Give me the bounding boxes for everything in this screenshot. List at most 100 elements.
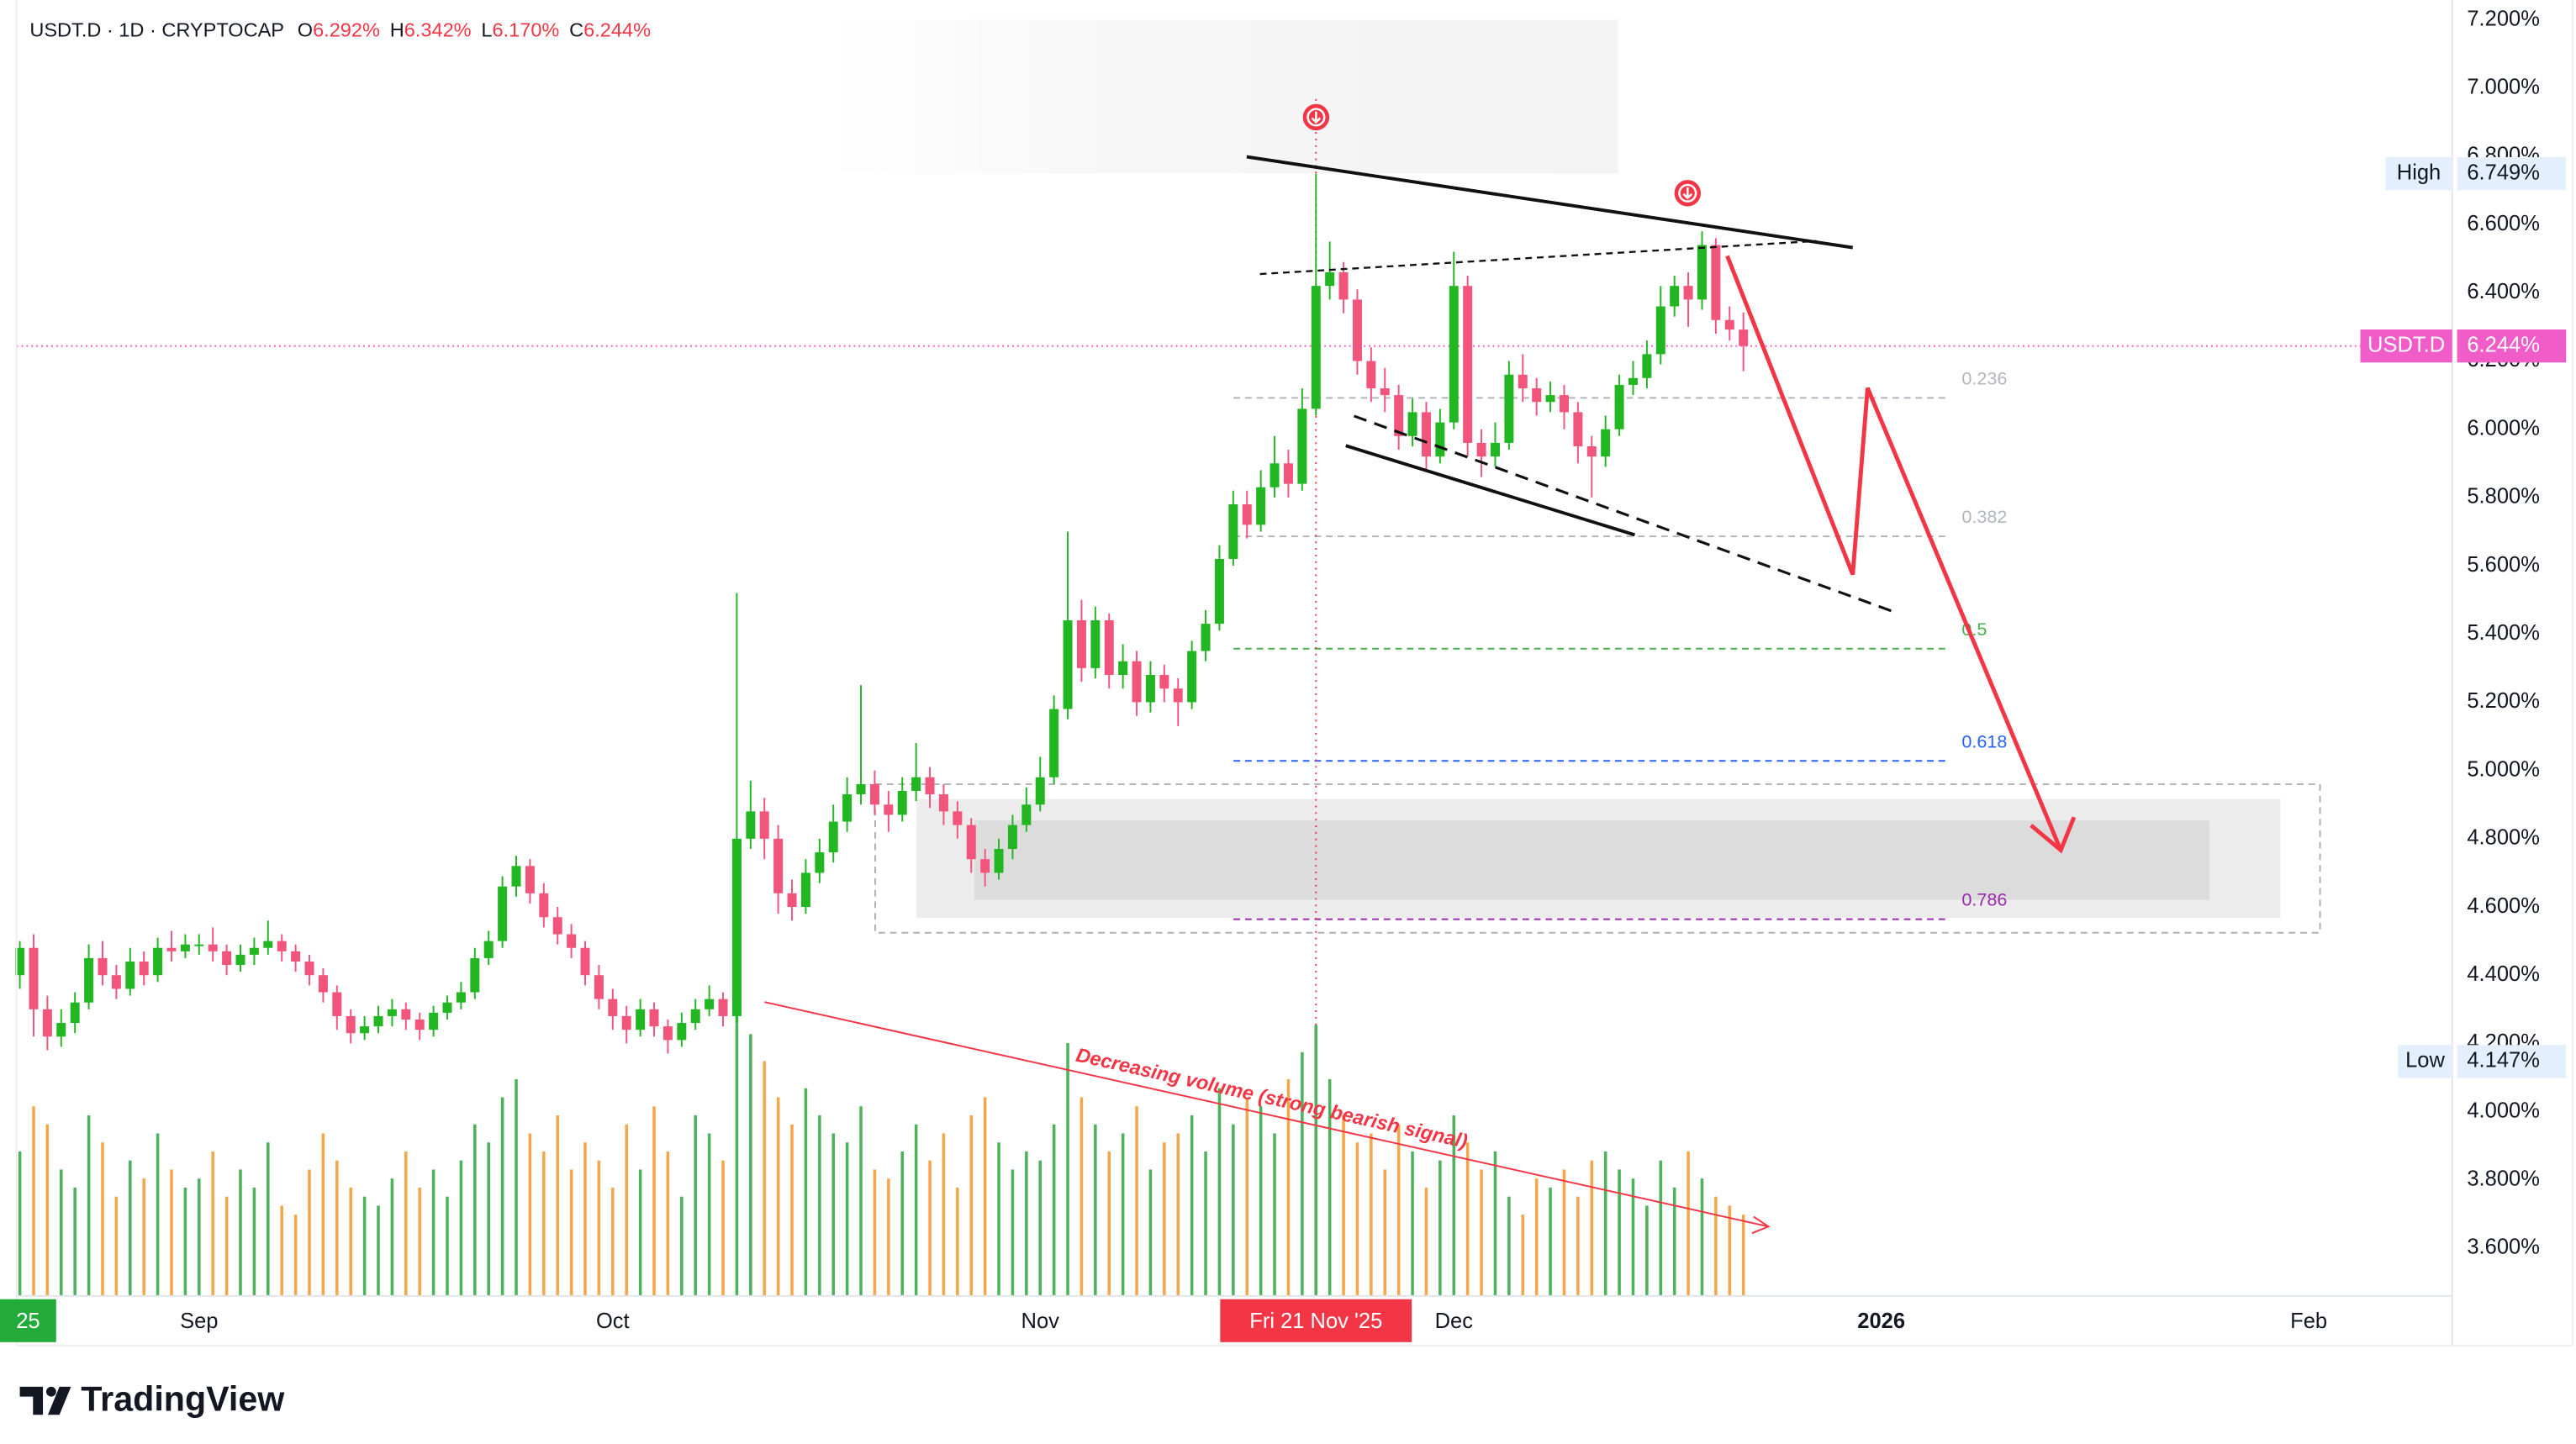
volume-bar [1011,1169,1015,1296]
x-tick-label: Sep [180,1310,218,1333]
candle-body [636,1009,646,1030]
candle-body [249,947,259,955]
date-box [0,1299,56,1342]
x-tick-label: Oct [596,1310,630,1333]
volume-bar [652,1106,656,1296]
volume-bar [804,1088,808,1296]
volume-bar [1645,1205,1649,1296]
candle-body [166,947,177,951]
volume-bar [1204,1151,1207,1296]
volume-bar [887,1178,890,1296]
volume-bar [1052,1124,1056,1296]
volume-bar [404,1151,408,1296]
volume-bar [1672,1187,1676,1296]
volume-bar [1521,1215,1525,1296]
candle-body [1214,558,1224,625]
volume-bar [1217,1088,1222,1296]
volume-bar [1590,1160,1594,1296]
candle-body [1270,463,1280,487]
candle-body [42,1009,52,1037]
candle-body [1421,412,1431,457]
candle-body [291,951,301,962]
volume-bar [1094,1124,1097,1296]
candle-body [1021,804,1032,825]
volume-bar [1245,1097,1249,1296]
volume-bar [597,1160,601,1296]
candle-body [429,1012,439,1030]
volume-bar [1659,1160,1663,1296]
candle-body [869,783,879,805]
volume-bar [1549,1187,1552,1296]
volume-bar [1370,1133,1373,1296]
volume-bar [362,1196,367,1296]
volume-bar [515,1079,518,1296]
price-value: 6.244% [2467,333,2540,356]
x-tick-label: Feb [2290,1310,2327,1333]
candle-body [1187,651,1197,703]
candle-body [1297,408,1307,484]
legend-header: USDT.D · 1D · CRYPTOCAP O6.292% H6.342% L6.… [19,13,697,50]
volume-bar [390,1178,394,1296]
candle-body [98,957,108,976]
candle-body [1076,620,1086,668]
volume-bar [983,1097,987,1296]
volume-bar [1631,1178,1635,1296]
volume-bar [321,1133,325,1296]
volume-bar [611,1187,615,1296]
candle-body [84,957,94,1003]
price-name: USDT.D [2367,333,2445,356]
candle-body [1256,487,1266,525]
candle-body [1049,709,1059,777]
candle-body [773,838,784,893]
candle-body [1380,387,1390,396]
volume-bar [1618,1169,1621,1296]
trend-line [1354,414,1897,614]
candle-body [1145,674,1155,703]
candle-body [800,872,810,908]
candle-body [222,951,232,966]
volume-bar [156,1133,160,1296]
volume-bar [18,1151,22,1296]
candle-body [1670,286,1680,307]
axes: 3.600%3.800%4.000%4.200%4.400%4.600%4.80… [15,0,2574,1347]
candle-body [884,804,894,815]
volume-bar [87,1115,91,1296]
volume-bar [211,1151,214,1296]
candle-body [1628,377,1638,385]
volume-bar [60,1169,63,1296]
price-value-box [2457,1045,2567,1078]
zones [874,783,2321,934]
volume-bar [1465,1142,1470,1296]
volume-bar [45,1124,50,1296]
candle-body [1173,688,1183,703]
volume-bar [1342,1115,1345,1296]
volume-bar [776,1097,780,1296]
signal-icon [1302,103,1330,131]
volume-bar [1383,1169,1387,1296]
candle-body [759,811,769,839]
candle-body [15,947,25,976]
volume-bar [1700,1178,1704,1296]
y-tick-label: 7.200% [2467,7,2540,30]
volume-bar [500,1097,504,1296]
y-tick-label: 4.400% [2467,962,2540,986]
brand-name: TradingView [81,1379,285,1418]
candle-body [1407,412,1417,436]
price-name-box [2385,156,2452,191]
y-tick-label: 5.200% [2467,689,2540,713]
volume-bar [625,1124,628,1296]
candle-body [1449,286,1459,423]
candle-body [980,859,990,873]
c-label: C [569,19,583,41]
volume-bar [183,1187,187,1296]
symbol: USDT.D · 1D · CRYPTOCAP [29,19,284,41]
y-tick-label: 3.600% [2467,1236,2540,1259]
volume-bar [459,1160,463,1296]
candle-body [525,866,535,893]
candle-body [662,1026,673,1041]
volume-bar [831,1133,835,1296]
candle-body [1601,429,1611,457]
candle-body [1118,661,1128,675]
volume-bar [446,1196,449,1296]
zone-outline [874,783,2321,934]
